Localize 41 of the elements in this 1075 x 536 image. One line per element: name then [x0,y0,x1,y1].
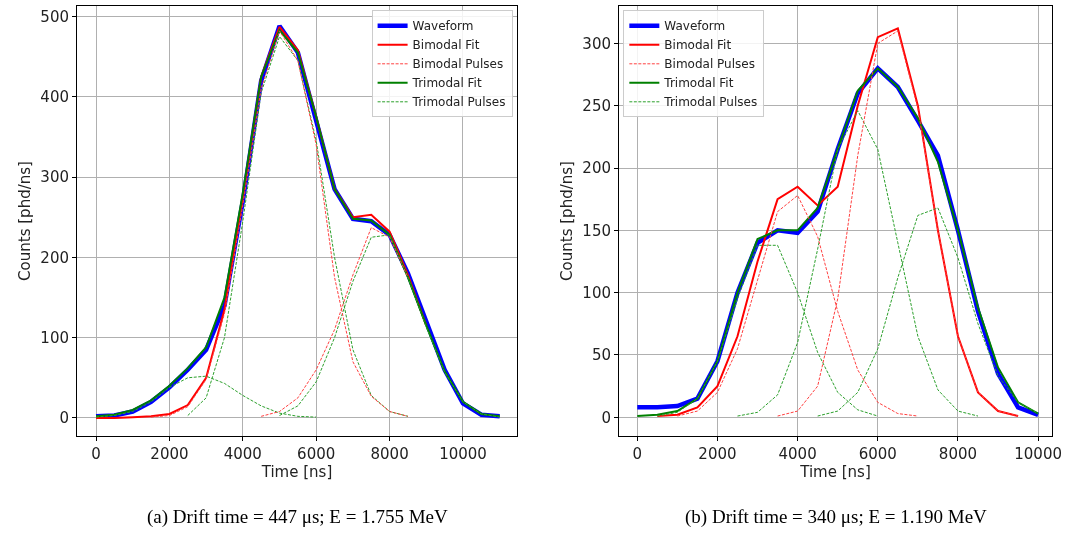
y-tick-label: 250 [582,96,611,115]
legend-label: Trimodal Pulses [411,95,506,110]
y-tick-label: 300 [582,34,611,53]
x-tick-label: 10000 [1014,445,1062,463]
x-tick-label: 6000 [297,445,336,463]
x-tick-label: 2000 [150,445,189,463]
legend-label: Bimodal Pulses [412,57,504,72]
y-tick-label: 500 [40,7,69,26]
legend-label: Trimodal Fit [411,76,482,91]
y-tick-label: 400 [40,87,69,106]
x-tick-label: 4000 [778,445,817,463]
x-tick-label: 2000 [698,445,737,463]
x-tick-label: 8000 [370,445,409,463]
y-tick-label: 0 [601,408,611,427]
y-tick-label: 100 [582,283,611,302]
x-tick-label: 6000 [858,445,897,463]
y-axis-title: Counts [phd/ns] [15,161,34,281]
legend-label: Bimodal Fit [412,38,480,53]
legend-label: Bimodal Pulses [664,57,755,72]
x-tick-label: 8000 [938,445,978,463]
legend-label: Trimodal Fit [663,76,734,91]
y-tick-label: 50 [591,346,611,365]
text: (b) Drift time = 340 μs; E = 1.190 MeV [685,506,988,528]
x-tick-label: 10000 [439,445,487,463]
y-tick-label: 200 [40,248,69,267]
legend-label: Waveform [664,19,726,34]
x-tick-label: 4000 [223,445,262,463]
x-axis-title: Time [ns] [260,463,333,481]
x-tick-label: 0 [91,445,101,463]
x-tick-label: 0 [632,445,643,463]
y-tick-label: 0 [59,409,69,428]
text: (a) Drift time = 447 μs; E = 1.755 MeV [147,506,449,528]
y-tick-label: 200 [582,159,611,178]
legend-label: Waveform [412,19,474,34]
legend-label: Trimodal Pulses [663,95,758,110]
legend-label: Bimodal Fit [664,38,732,53]
y-tick-label: 300 [40,168,69,187]
y-tick-label: 150 [582,221,611,240]
x-axis-title: Time [ns] [799,463,871,481]
y-axis-title: Counts [phd/ns] [557,161,576,281]
y-tick-label: 100 [40,328,69,347]
